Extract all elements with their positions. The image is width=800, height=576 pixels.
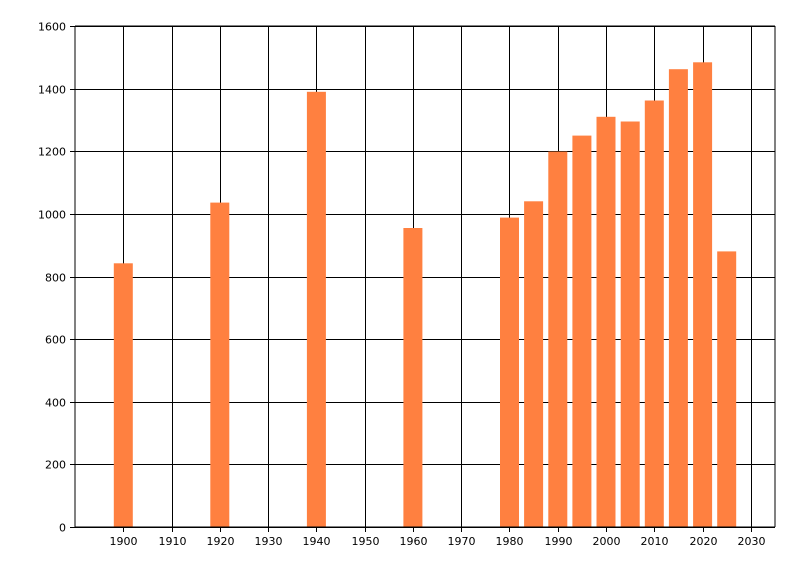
y-tick-label: 400	[45, 397, 66, 410]
bar-1995	[572, 135, 592, 527]
x-tick-label: 1960	[400, 535, 428, 548]
bars	[113, 62, 737, 528]
x-tick-label: 1980	[496, 535, 524, 548]
x-tick-label: 1950	[352, 535, 380, 548]
x-tick-label: 2000	[593, 535, 621, 548]
bar-2025	[717, 251, 737, 527]
y-tick-label: 0	[59, 522, 66, 535]
x-tick-label: 1940	[303, 535, 331, 548]
bar-1990	[548, 151, 568, 527]
y-tick-label: 1400	[38, 84, 66, 97]
y-axis-ticks: 0 200 400 600 800 1000 1200 1400 1600	[38, 21, 75, 535]
bar-2005	[620, 121, 640, 527]
x-tick-label: 2030	[738, 535, 766, 548]
bar-1960	[403, 228, 423, 527]
axes	[74, 26, 775, 528]
x-tick-label: 1970	[448, 535, 476, 548]
y-tick-label: 1200	[38, 146, 66, 159]
x-tick-label: 1990	[545, 535, 573, 548]
bar-1985	[524, 201, 544, 528]
x-tick-label: 2020	[690, 535, 718, 548]
bar-1920	[210, 202, 230, 527]
x-axis-ticks: 1900 1910 1920 1930 1940 1950 1960 1970 1980 1990…	[110, 527, 766, 548]
y-tick-label: 800	[45, 272, 66, 285]
bar-2000	[596, 116, 616, 528]
bar-1980	[500, 217, 519, 527]
x-tick-label: 1920	[207, 535, 235, 548]
x-tick-label: 1930	[255, 535, 283, 548]
bar-1900	[113, 263, 133, 527]
y-tick-label: 1600	[38, 21, 66, 34]
x-tick-label: 2010	[641, 535, 669, 548]
y-tick-label: 1000	[38, 209, 66, 222]
y-tick-label: 600	[45, 334, 66, 347]
bar-2010	[644, 100, 664, 527]
x-tick-label: 1910	[159, 535, 187, 548]
bar-2015	[668, 69, 688, 527]
bar-2020	[693, 62, 713, 528]
x-tick-label: 1900	[110, 535, 138, 548]
y-tick-label: 200	[45, 459, 66, 472]
bar-1940	[306, 91, 326, 528]
